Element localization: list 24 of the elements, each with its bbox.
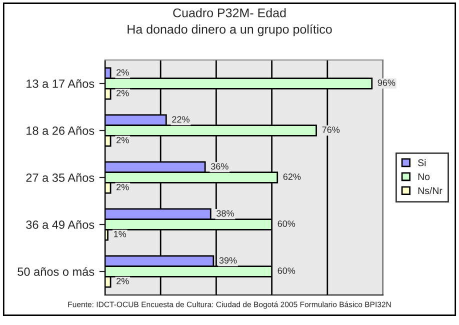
data-label: 62%: [283, 174, 301, 180]
data-label: 60%: [278, 220, 296, 227]
data-label: 22%: [172, 116, 190, 123]
data-label: 60%: [278, 268, 296, 274]
legend-label: Ns/Nr: [418, 186, 442, 194]
data-label: 39%: [219, 257, 237, 264]
y-tick-label: 50 años o más: [18, 267, 94, 276]
data-label: 1%: [114, 230, 126, 238]
data-label: 36%: [210, 163, 228, 170]
legend-label: No: [418, 173, 430, 180]
data-label: 2%: [116, 136, 129, 144]
y-tick-label: 27 a 35 Años: [26, 173, 94, 182]
y-tick-label: 18 a 26 Años: [26, 126, 94, 135]
data-label: 76%: [322, 126, 340, 133]
data-label: 2%: [116, 278, 129, 284]
y-tick-label: 13 a 17 Años: [26, 79, 94, 88]
data-label: 2%: [116, 90, 129, 96]
legend-label: Si: [418, 159, 426, 166]
data-label: 2%: [116, 184, 129, 190]
y-tick-label: 36 a 49 Años: [26, 220, 94, 229]
data-label: 2%: [116, 69, 129, 76]
data-label: 38%: [216, 210, 234, 217]
chart-title: Cuadro P32M- Edad Ha donado dinero a un grupo político: [128, 8, 332, 36]
data-label: 96%: [378, 80, 396, 86]
